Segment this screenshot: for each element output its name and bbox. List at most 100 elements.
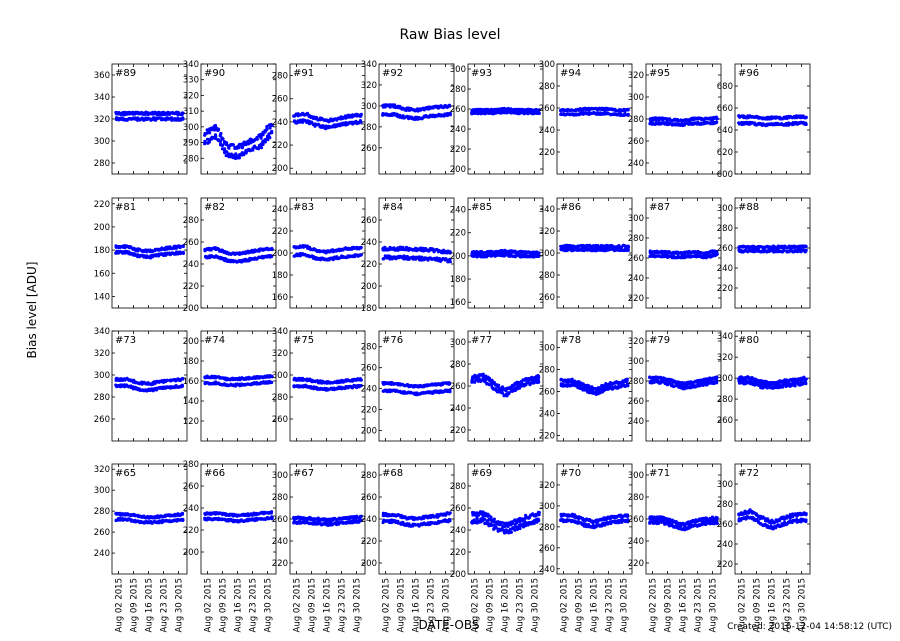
data-point <box>667 121 671 126</box>
data-point <box>320 116 324 120</box>
y-tick-label: 300 <box>628 357 644 367</box>
y-tick-label: 340 <box>272 327 288 337</box>
panel-label: #84 <box>382 202 403 213</box>
y-tick-label: 660 <box>717 104 733 114</box>
data-point <box>494 107 498 111</box>
data-point <box>344 116 348 120</box>
panel-label: #95 <box>649 68 670 79</box>
data-point <box>347 254 351 258</box>
data-point <box>715 117 719 121</box>
data-point <box>714 121 718 125</box>
panel-label: #86 <box>560 202 581 213</box>
y-tick-label: 300 <box>539 60 555 70</box>
y-tick-label: 280 <box>628 234 644 244</box>
data-point <box>203 133 207 137</box>
data-point <box>296 114 300 118</box>
data-point <box>654 121 659 125</box>
data-point <box>472 111 476 115</box>
y-tick-label: 220 <box>361 406 377 416</box>
y-tick-label: 240 <box>628 159 644 169</box>
y-tick-label: 320 <box>539 227 555 237</box>
y-tick-label: 680 <box>717 82 733 92</box>
y-tick-label: 260 <box>717 244 733 254</box>
y-tick-label: 200 <box>450 252 466 262</box>
data-point <box>335 118 339 122</box>
data-point <box>252 139 256 143</box>
y-tick-label: 300 <box>717 204 733 214</box>
data-point <box>220 143 224 148</box>
y-tick-label: 280 <box>183 216 199 226</box>
y-tick-label: 200 <box>272 164 288 174</box>
data-point <box>261 142 265 147</box>
panel-label: #77 <box>471 335 492 346</box>
y-tick-label: 320 <box>628 337 644 347</box>
y-tick-label: 260 <box>628 137 644 147</box>
data-point <box>225 143 229 147</box>
y-tick-label: 240 <box>361 238 377 248</box>
data-point <box>536 108 540 112</box>
data-point <box>263 138 267 142</box>
y-tick-label: 220 <box>272 227 288 237</box>
y-tick-label: 280 <box>539 366 555 376</box>
y-tick-label: 280 <box>183 154 199 164</box>
data-point <box>169 116 174 120</box>
data-point <box>255 136 259 140</box>
data-point <box>154 111 158 115</box>
data-point <box>208 131 212 135</box>
data-point <box>358 119 362 123</box>
panel-label: #82 <box>204 202 225 213</box>
data-point <box>626 248 630 253</box>
panel-label: #93 <box>471 68 492 79</box>
data-point <box>597 386 601 390</box>
y-tick-label: 260 <box>361 216 377 226</box>
y-tick-label: 340 <box>94 327 110 337</box>
data-point <box>352 114 356 118</box>
y-tick-label: 620 <box>717 148 733 158</box>
y-tick-label: 240 <box>450 125 466 135</box>
data-point <box>400 107 404 111</box>
data-point <box>181 251 185 255</box>
y-tick-label: 340 <box>361 60 377 70</box>
y-tick-label: 290 <box>183 139 199 149</box>
y-tick-label: 280 <box>272 393 288 403</box>
y-tick-label: 280 <box>539 271 555 281</box>
y-tick-label: 320 <box>361 81 377 91</box>
data-point <box>209 248 213 252</box>
data-point <box>121 116 125 120</box>
panel-label: #88 <box>738 202 759 213</box>
y-tick-label: 180 <box>94 246 110 256</box>
panel-label: #73 <box>115 335 136 346</box>
panel-label: #74 <box>204 335 225 346</box>
y-tick-label: 320 <box>272 349 288 359</box>
data-point <box>439 114 443 118</box>
y-tick-label: 220 <box>361 260 377 270</box>
y-tick-label: 240 <box>361 385 377 395</box>
data-point <box>181 117 185 121</box>
y-tick-label: 320 <box>183 91 199 101</box>
data-point <box>248 138 252 142</box>
data-point <box>300 384 304 388</box>
y-tick-label: 280 <box>361 123 377 133</box>
y-tick-label: 300 <box>94 137 110 147</box>
y-tick-label: 300 <box>450 65 466 75</box>
data-point <box>510 387 514 391</box>
data-point <box>237 146 241 150</box>
y-tick-label: 200 <box>183 337 199 347</box>
data-point <box>487 376 491 380</box>
data-point <box>298 244 302 248</box>
data-point <box>161 111 165 115</box>
y-tick-label: 120 <box>183 417 199 427</box>
data-point <box>660 377 665 381</box>
data-point <box>599 112 604 116</box>
